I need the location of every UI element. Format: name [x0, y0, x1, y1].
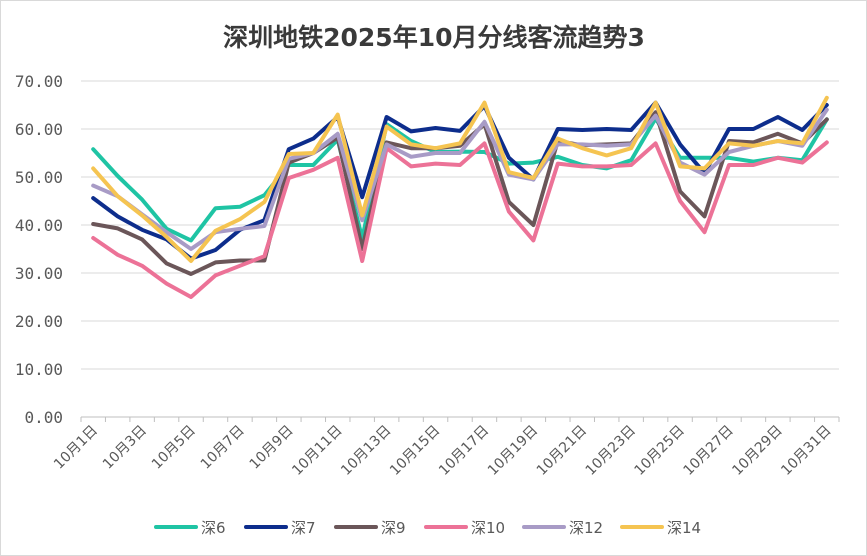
y-tick-label: 50.00	[15, 168, 63, 187]
x-tick-label: 10月9日	[247, 423, 297, 473]
legend-label: 深14	[667, 519, 701, 537]
x-tick-label: 10月23日	[583, 423, 639, 479]
x-tick-label: 10月29日	[729, 423, 785, 479]
x-axis-ticks: 10月1日10月3日10月5日10月7日10月9日10月11日10月13日10月…	[51, 417, 840, 479]
grid-layer	[81, 80, 839, 418]
x-tick-label: 10月11日	[289, 423, 345, 479]
chart-title: 深圳地铁2025年10月分线客流趋势3	[223, 23, 645, 52]
y-tick-label: 0.00	[24, 408, 63, 427]
legend-label: 深12	[569, 519, 603, 537]
x-tick-label: 10月13日	[338, 423, 394, 479]
x-tick-label: 10月31日	[778, 423, 834, 479]
legend-item: 深6	[154, 519, 226, 537]
series-line-深9	[91, 110, 829, 276]
legend-item: 深9	[334, 519, 406, 537]
legend-label: 深10	[471, 519, 505, 537]
x-tick-label: 10月5日	[149, 423, 199, 473]
x-tick-label: 10月1日	[51, 423, 101, 473]
y-tick-label: 70.00	[15, 72, 63, 91]
x-tick-label: 10月7日	[198, 423, 248, 473]
legend-label: 深7	[291, 519, 316, 537]
x-tick-label: 10月19日	[485, 423, 541, 479]
series-line-深10	[91, 140, 829, 299]
legend-item: 深7	[244, 519, 316, 537]
legend-label: 深6	[201, 519, 226, 537]
series-layer	[91, 95, 829, 299]
x-tick-label: 10月17日	[436, 423, 492, 479]
y-tick-label: 10.00	[15, 360, 63, 379]
x-tick-label: 10月27日	[680, 423, 736, 479]
y-tick-label: 30.00	[15, 264, 63, 283]
series-line-深14	[91, 95, 829, 263]
legend: 深6 深7 深9 深10 深12 深14	[154, 519, 701, 537]
y-axis-ticks: 0.00 10.00 20.00 30.00 40.00 50.00 60.00 70.00	[15, 72, 63, 427]
legend-item: 深14	[620, 519, 701, 537]
legend-item: 深12	[522, 519, 603, 537]
legend-item: 深10	[424, 519, 505, 537]
y-tick-label: 60.00	[15, 120, 63, 139]
x-tick-label: 10月25日	[632, 423, 688, 479]
x-tick-label: 10月3日	[100, 423, 150, 473]
legend-label: 深9	[381, 519, 406, 537]
y-tick-label: 20.00	[15, 312, 63, 331]
x-tick-label: 10月15日	[387, 423, 443, 479]
y-tick-label: 40.00	[15, 216, 63, 235]
x-tick-label: 10月21日	[534, 423, 590, 479]
